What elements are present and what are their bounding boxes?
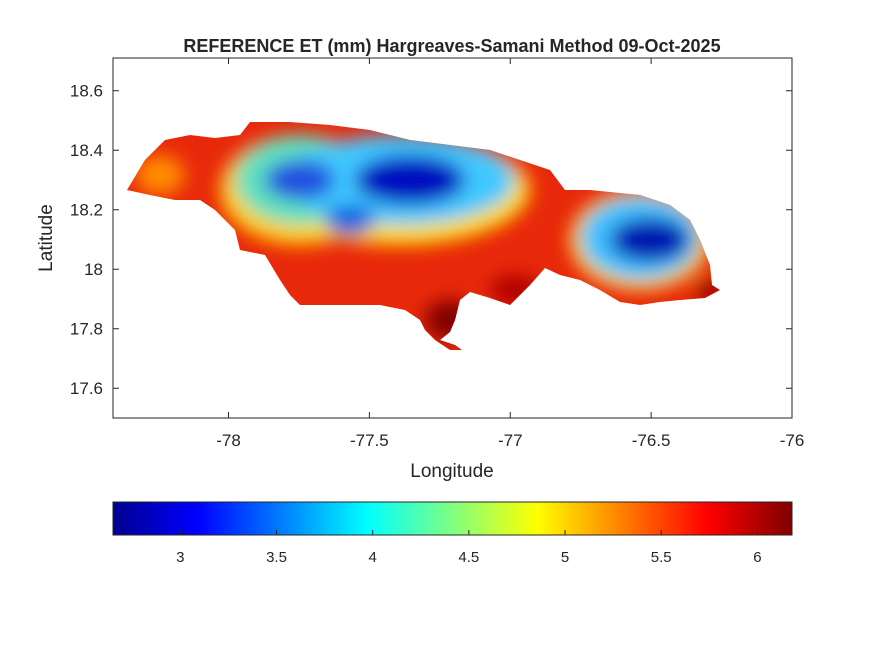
chart-title: REFERENCE ET (mm) Hargreaves-Samani Meth… (183, 36, 720, 56)
y-axis: 17.6 17.8 18 18.2 18.4 18.6 (70, 82, 792, 398)
y-axis-label: Latitude (36, 204, 57, 272)
colorbar-tick-label: 3.5 (266, 549, 287, 566)
x-tick-label: -77 (498, 431, 523, 450)
colorbar-tick-label: 3 (176, 549, 184, 566)
x-tick-label: -78 (216, 431, 241, 450)
y-tick-label: 18.2 (70, 201, 103, 220)
colorbar (112, 501, 793, 536)
y-tick-label: 17.6 (70, 379, 103, 398)
x-axis: -78 -77.5 -77 -76.5 -76 (216, 58, 804, 450)
colorbar-tick-label: 4.5 (458, 549, 479, 566)
y-tick-label: 17.8 (70, 320, 103, 339)
colorbar-tick-label: 5.5 (651, 549, 672, 566)
y-tick-label: 18.6 (70, 82, 103, 101)
colorbar-tick-label: 5 (561, 549, 569, 566)
x-tick-label: -76 (780, 431, 805, 450)
x-tick-label: -77.5 (350, 431, 389, 450)
colorbar-tick-label: 4 (369, 549, 377, 566)
x-axis-label: Longitude (410, 461, 493, 482)
colorbar-ticks: 3 3.5 4 4.5 5 5.5 6 (176, 530, 762, 566)
y-tick-label: 18 (84, 260, 103, 279)
x-tick-label: -76.5 (632, 431, 671, 450)
colorbar-tick-label: 6 (753, 549, 761, 566)
y-tick-label: 18.4 (70, 141, 103, 160)
